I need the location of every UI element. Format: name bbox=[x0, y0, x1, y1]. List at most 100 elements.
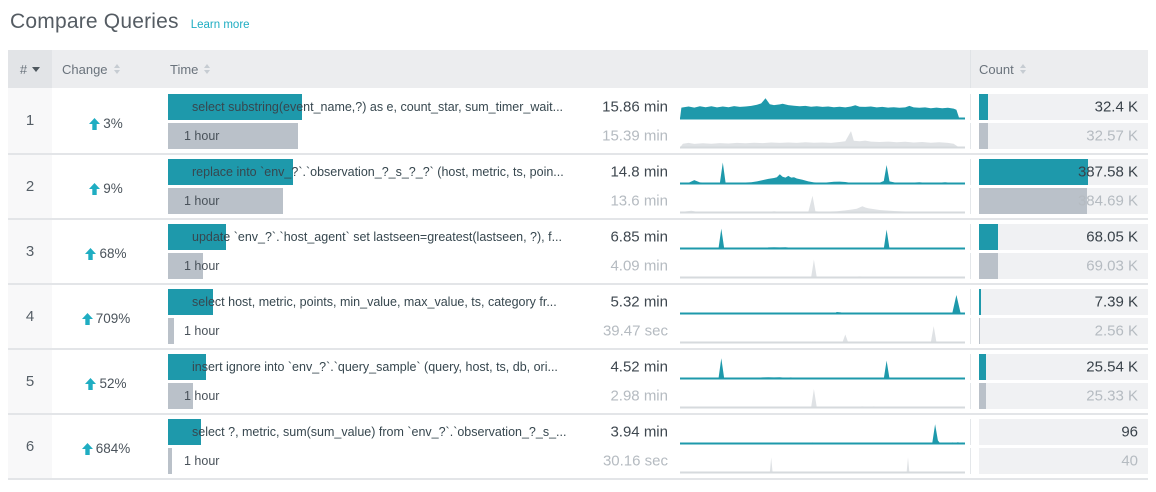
hour-count-track: 40 bbox=[979, 448, 1148, 474]
change-cell: 68% bbox=[52, 224, 160, 283]
hour-count-bar bbox=[979, 253, 999, 279]
change-value: 709% bbox=[95, 311, 131, 326]
query-time-cell: insert ignore into `env_?`.`query_sample… bbox=[160, 354, 680, 380]
hour-time-value: 4.09 min bbox=[610, 257, 668, 275]
query-time-value: 6.85 min bbox=[610, 228, 668, 246]
page-title: Compare Queries bbox=[10, 10, 179, 33]
hour-sparkline bbox=[680, 188, 970, 214]
learn-more-link[interactable]: Learn more bbox=[190, 19, 250, 31]
sort-descending-icon bbox=[32, 67, 41, 72]
query-count-cell: 32.4 K bbox=[970, 94, 1148, 120]
query-label[interactable]: insert ignore into `env_?`.`query_sample… bbox=[192, 360, 558, 374]
hour-time-bar bbox=[168, 383, 194, 409]
hour-count-value: 25.33 K bbox=[1086, 387, 1138, 405]
hour-label: 1 hour bbox=[184, 454, 220, 468]
query-label[interactable]: select ?, metric, sum(sum_value) from `e… bbox=[192, 425, 567, 439]
hour-subrow: 1 hour 13.6 min 384.69 K bbox=[160, 188, 1148, 214]
query-time-cell: select substring(event_name,?) as e, cou… bbox=[160, 94, 680, 120]
query-sparkline bbox=[680, 289, 970, 315]
query-count-bar bbox=[979, 354, 987, 380]
query-time-bar bbox=[168, 419, 202, 445]
hour-count-cell: 69.03 K bbox=[970, 253, 1148, 279]
compare-queries-table: # Change Time Count 1 3% bbox=[8, 50, 1148, 480]
hour-time-value: 15.39 min bbox=[602, 127, 668, 145]
query-count-track: 7.39 K bbox=[979, 289, 1148, 315]
query-count-track: 25.54 K bbox=[979, 354, 1148, 380]
hour-count-cell: 40 bbox=[970, 448, 1148, 474]
query-count-value: 387.58 K bbox=[1077, 163, 1138, 181]
query-count-bar bbox=[979, 289, 982, 315]
hour-subrow: 1 hour 15.39 min 32.57 K bbox=[160, 123, 1148, 149]
hour-count-value: 32.57 K bbox=[1086, 127, 1138, 145]
hour-time-bar bbox=[168, 188, 283, 214]
hour-time-value: 13.6 min bbox=[610, 192, 668, 210]
query-count-value: 7.39 K bbox=[1094, 293, 1138, 311]
row-number: 6 bbox=[8, 415, 52, 478]
hour-time-bar bbox=[168, 448, 173, 474]
hour-count-track: 25.33 K bbox=[979, 383, 1148, 409]
hour-sparkline bbox=[680, 123, 970, 149]
table-row: 2 9% replace into `env_?`.`observation_?… bbox=[8, 153, 1148, 218]
query-label[interactable]: select host, metric, points, min_value, … bbox=[192, 295, 557, 309]
query-label[interactable]: replace into `env_?`.`observation_?_s_?_… bbox=[192, 165, 564, 179]
hour-time-bar bbox=[168, 123, 298, 149]
column-header-num[interactable]: # bbox=[8, 50, 52, 88]
query-count-bar bbox=[979, 224, 999, 250]
query-count-bar bbox=[979, 94, 989, 120]
hour-count-cell: 2.56 K bbox=[970, 318, 1148, 344]
query-count-cell: 96 bbox=[970, 419, 1148, 445]
change-value: 52% bbox=[99, 376, 127, 391]
row-number: 2 bbox=[8, 155, 52, 218]
hour-time-cell: 1 hour 4.09 min bbox=[160, 253, 680, 279]
hour-label: 1 hour bbox=[184, 324, 220, 338]
subrows: select host, metric, points, min_value, … bbox=[160, 289, 1148, 348]
hour-sparkline bbox=[680, 448, 970, 474]
hour-count-cell: 32.57 K bbox=[970, 123, 1148, 149]
subrows: select ?, metric, sum(sum_value) from `e… bbox=[160, 419, 1148, 478]
title-row: Compare Queries Learn more bbox=[8, 10, 1148, 34]
query-time-value: 14.8 min bbox=[610, 163, 668, 181]
column-header-time[interactable]: Time bbox=[160, 50, 970, 88]
column-header-count[interactable]: Count bbox=[970, 50, 1148, 88]
subrows: replace into `env_?`.`observation_?_s_?_… bbox=[160, 159, 1148, 218]
table-body: 1 3% select substring(event_name,?) as e… bbox=[8, 88, 1148, 480]
query-count-cell: 7.39 K bbox=[970, 289, 1148, 315]
subrows: insert ignore into `env_?`.`query_sample… bbox=[160, 354, 1148, 413]
hour-count-value: 69.03 K bbox=[1086, 257, 1138, 275]
hour-count-track: 2.56 K bbox=[979, 318, 1148, 344]
change-header-label: Change bbox=[62, 61, 108, 77]
change-cell: 709% bbox=[52, 289, 160, 348]
query-sparkline bbox=[680, 354, 970, 380]
table-row: 6 684% select ?, metric, sum(sum_value) … bbox=[8, 413, 1148, 478]
query-count-value: 96 bbox=[1121, 423, 1138, 441]
query-time-bar bbox=[168, 94, 302, 120]
hour-count-bar bbox=[979, 383, 987, 409]
query-time-cell: select host, metric, points, min_value, … bbox=[160, 289, 680, 315]
hour-time-value: 39.47 sec bbox=[602, 322, 668, 340]
hour-time-cell: 1 hour 30.16 sec bbox=[160, 448, 680, 474]
change-up-arrow-icon bbox=[89, 182, 101, 195]
hour-sparkline bbox=[680, 383, 970, 409]
change-up-arrow-icon bbox=[81, 312, 93, 325]
query-time-value: 4.52 min bbox=[610, 358, 668, 376]
query-subrow: select ?, metric, sum(sum_value) from `e… bbox=[160, 419, 1148, 445]
table-row: 5 52% insert ignore into `env_?`.`query_… bbox=[8, 348, 1148, 413]
hour-time-cell: 1 hour 39.47 sec bbox=[160, 318, 680, 344]
hour-label: 1 hour bbox=[184, 389, 220, 403]
hour-count-value: 2.56 K bbox=[1094, 322, 1138, 340]
query-label[interactable]: select substring(event_name,?) as e, cou… bbox=[192, 100, 564, 114]
change-value: 9% bbox=[103, 181, 123, 196]
change-cell: 9% bbox=[52, 159, 160, 218]
query-time-value: 5.32 min bbox=[610, 293, 668, 311]
hour-count-bar bbox=[979, 123, 989, 149]
hour-count-bar bbox=[979, 188, 1088, 214]
query-sparkline bbox=[680, 224, 970, 250]
hour-time-cell: 1 hour 15.39 min bbox=[160, 123, 680, 149]
sort-carets-icon bbox=[113, 64, 120, 74]
query-count-track: 387.58 K bbox=[979, 159, 1148, 185]
query-label[interactable]: update `env_?`.`host_agent` set lastseen… bbox=[192, 230, 563, 244]
query-time-cell: select ?, metric, sum(sum_value) from `e… bbox=[160, 419, 680, 445]
query-sparkline bbox=[680, 94, 970, 120]
change-value: 3% bbox=[103, 116, 123, 131]
column-header-change[interactable]: Change bbox=[52, 50, 160, 88]
